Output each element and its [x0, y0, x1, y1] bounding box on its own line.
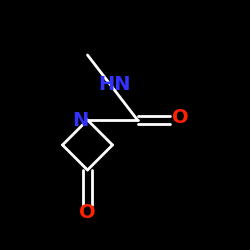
Text: HN: HN: [99, 76, 131, 94]
Text: N: N: [72, 110, 88, 130]
Text: O: O: [172, 108, 188, 127]
Text: O: O: [79, 203, 96, 222]
